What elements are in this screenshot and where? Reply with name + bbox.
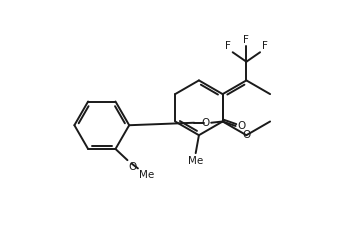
- Text: O: O: [237, 121, 246, 131]
- Text: O: O: [242, 130, 251, 140]
- Text: Me: Me: [188, 156, 203, 166]
- Text: F: F: [225, 41, 231, 51]
- Text: F: F: [262, 41, 268, 51]
- Text: F: F: [243, 35, 249, 45]
- Text: O: O: [129, 162, 137, 172]
- Text: Me: Me: [139, 170, 154, 180]
- Text: O: O: [201, 118, 209, 128]
